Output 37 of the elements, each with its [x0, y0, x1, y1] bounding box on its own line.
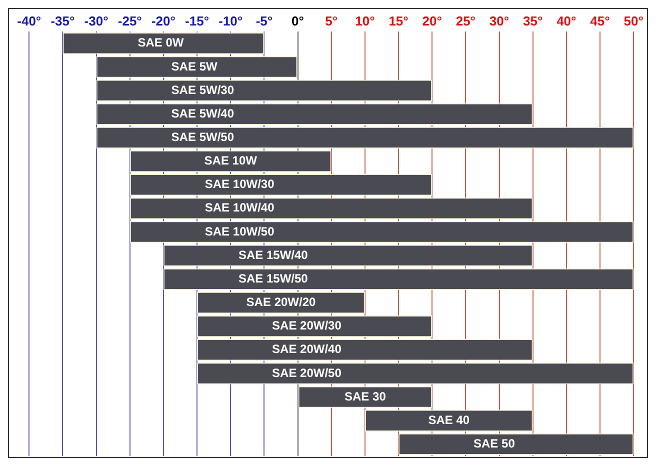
x-tick-label: 20° [422, 13, 442, 28]
x-tick-label: 30° [489, 13, 510, 28]
x-tick-label: 0° [292, 13, 304, 28]
y-tick-label: SAE 10W [204, 154, 258, 168]
x-tick-label: 10° [355, 13, 375, 28]
x-tick-label: -5° [256, 13, 273, 28]
y-tick-label: SAE 10W/50 [204, 224, 275, 238]
x-tick-label: -15° [185, 13, 210, 28]
y-tick-label: SAE 5W/30 [171, 82, 234, 97]
y-tick-label: SAE 10W/40 [204, 200, 275, 215]
x-tick-label: -30° [84, 13, 108, 28]
y-tick-label: SAE 20W/40 [272, 342, 342, 356]
x-tick-label: -35° [50, 13, 75, 28]
x-tick-label: -20° [151, 13, 176, 28]
y-tick-label: SAE 30 [344, 389, 386, 404]
y-tick-label: SAE 40 [428, 412, 470, 427]
x-tick-label: 40° [556, 13, 576, 28]
y-tick-label: SAE 20W/50 [272, 366, 342, 380]
y-tick-label: SAE 5W [171, 59, 218, 74]
y-tick-label: SAE 15W/50 [238, 271, 308, 286]
y-tick-label: SAE 15W/40 [238, 248, 308, 262]
x-tick-label: 45° [590, 13, 610, 28]
y-tick-label: SAE 20W/30 [272, 318, 342, 333]
y-tick-label: SAE 50 [474, 436, 516, 451]
y-tick-label: SAE 5W/50 [171, 130, 234, 144]
y-tick-label: SAE 0W [138, 36, 184, 50]
x-tick-label: -40° [17, 13, 42, 28]
y-tick-label: SAE 20W/20 [246, 295, 316, 310]
y-tick-label: SAE 5W/40 [171, 106, 234, 120]
x-tick-label: 50° [624, 13, 644, 28]
x-tick-label: 15° [388, 13, 408, 28]
x-tick-label: 35° [522, 13, 543, 28]
y-tick-label: SAE 10W/30 [204, 177, 275, 192]
x-tick-label: 25° [456, 13, 476, 28]
x-tick-label: -25° [118, 13, 142, 28]
x-tick-label: -10° [218, 13, 243, 28]
x-tick-label: 5° [325, 13, 338, 28]
